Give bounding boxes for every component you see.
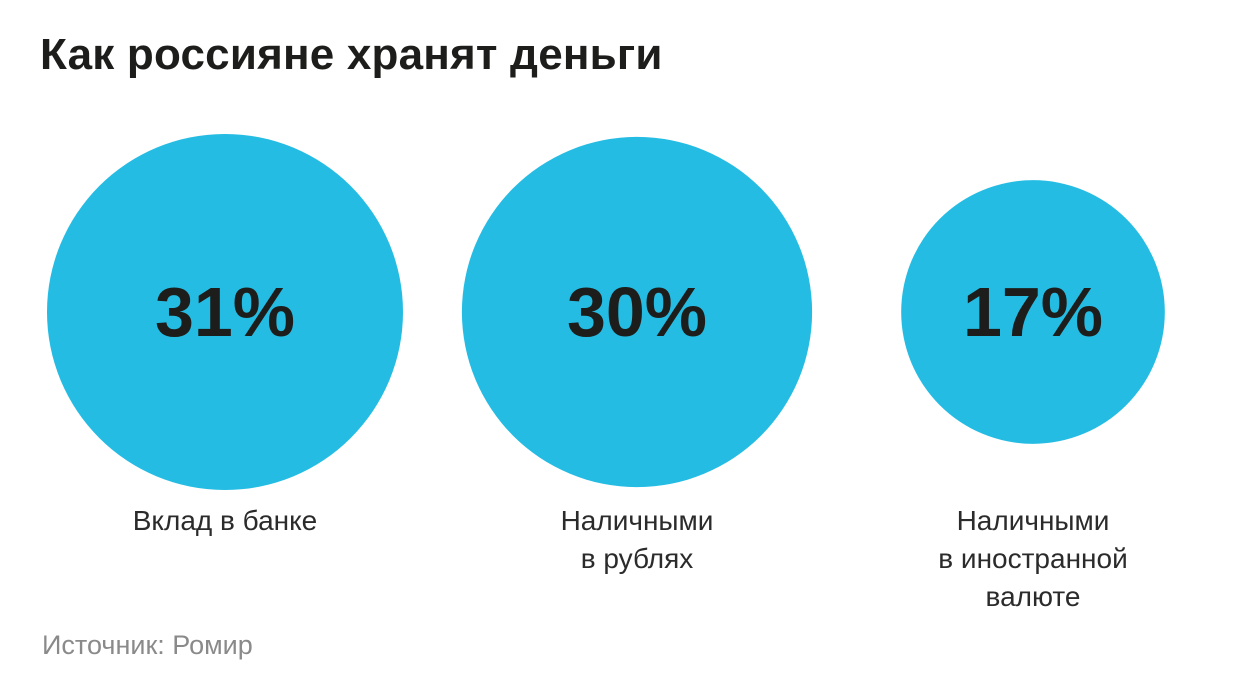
- bubble-value-label-3: 17%: [963, 273, 1103, 351]
- source-note: Источник: Ромир: [42, 630, 253, 660]
- chart-title: Как россияне хранят деньги: [40, 30, 663, 79]
- category-label-3-line-2: в иностранной: [938, 543, 1127, 574]
- category-label-3-line-1: Наличными: [957, 505, 1110, 536]
- bubble-3: [901, 180, 1165, 444]
- bubble-value-label-1: 31%: [155, 273, 295, 351]
- category-label-2-line-2: в рублях: [581, 543, 694, 574]
- category-label-2-line-1: Наличными: [561, 505, 714, 536]
- bubble-2: [461, 136, 813, 488]
- category-label-1-line-1: Вклад в банке: [133, 505, 318, 536]
- category-label-3-line-3: валюте: [986, 581, 1081, 612]
- bubble-1: [47, 134, 403, 490]
- bubble-value-label-2: 30%: [567, 273, 707, 351]
